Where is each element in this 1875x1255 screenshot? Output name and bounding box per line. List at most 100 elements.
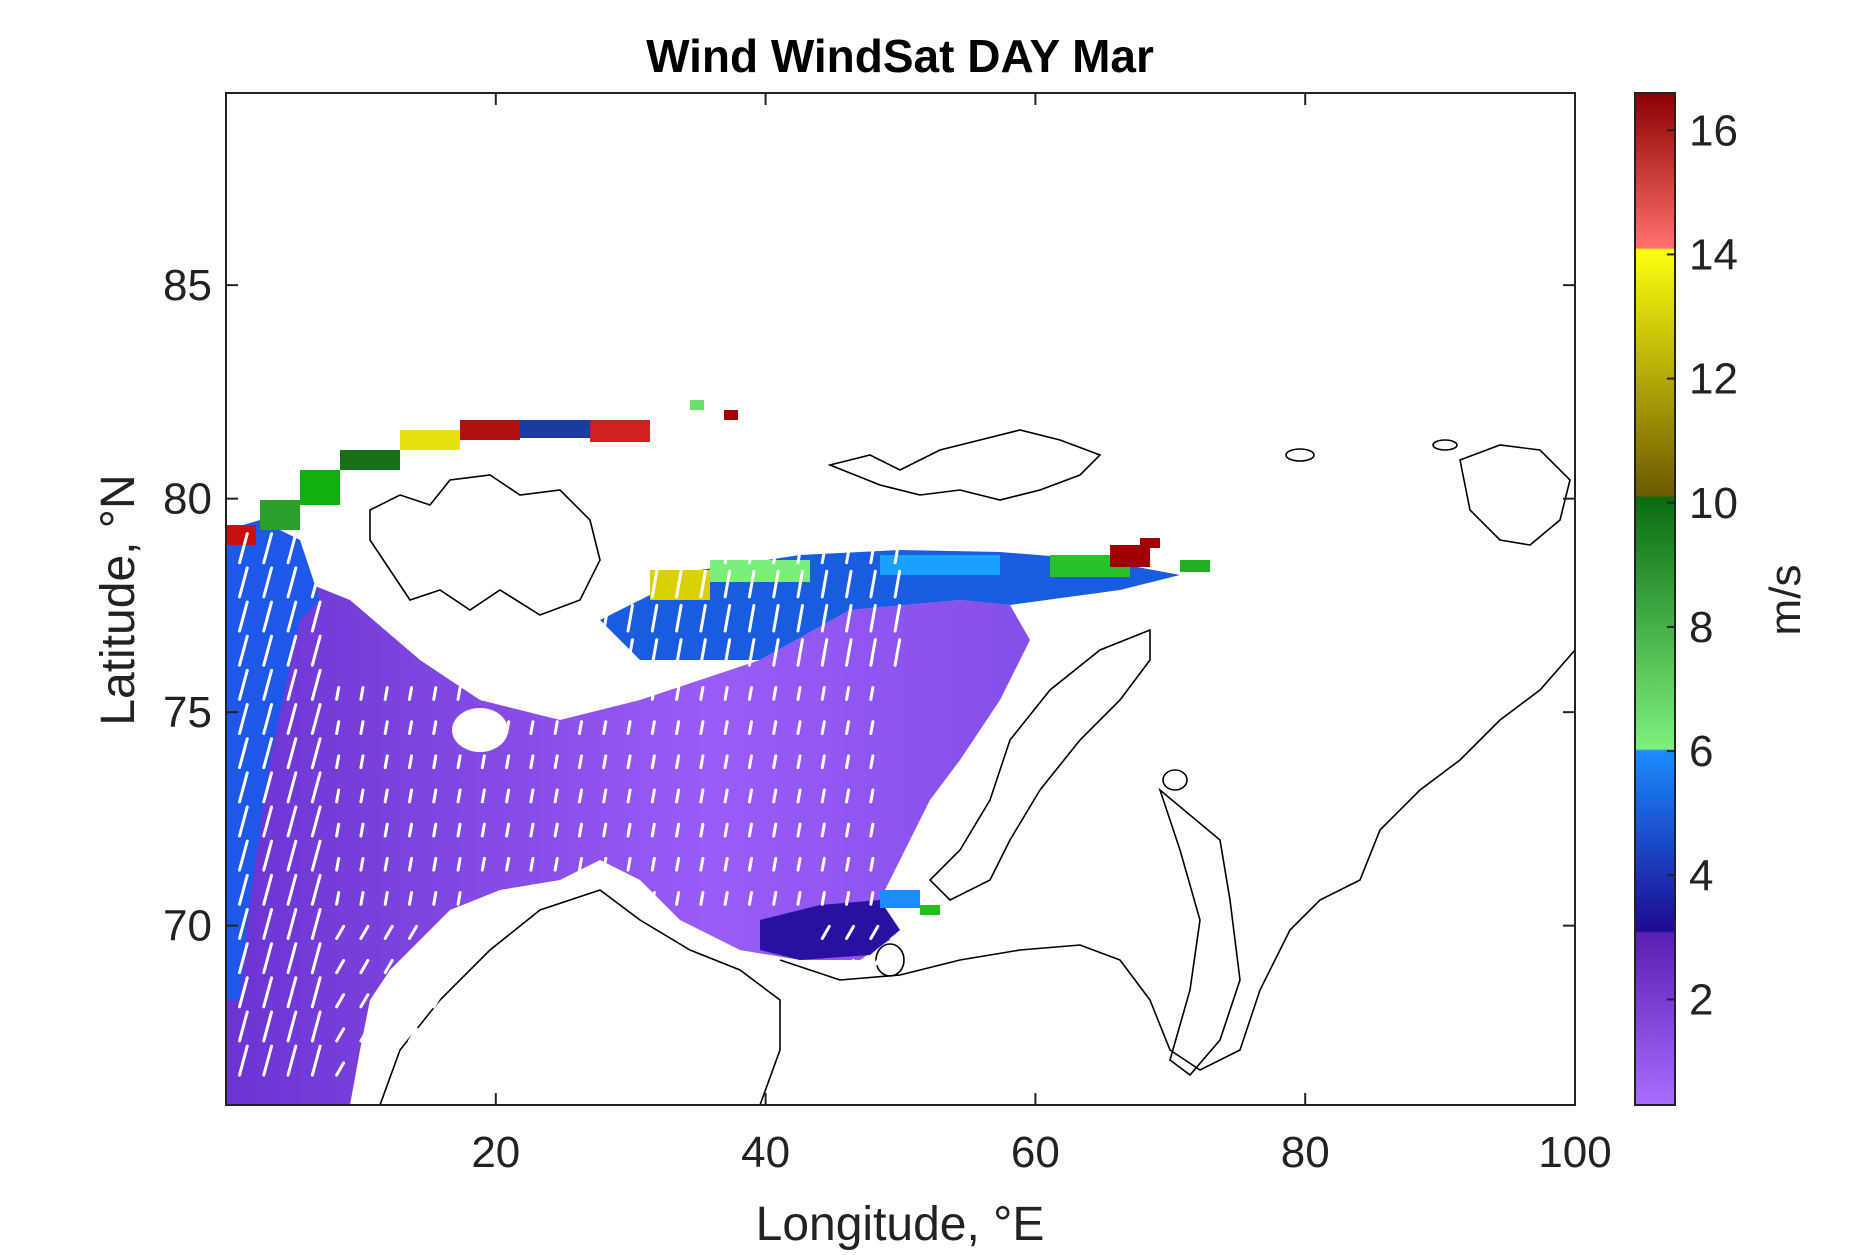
y-tick-label: 75 <box>163 688 212 737</box>
wind-vector <box>772 890 778 906</box>
wind-vector <box>432 1061 443 1077</box>
wind-vector <box>286 737 298 770</box>
wind-vector <box>845 535 853 565</box>
wind-vector <box>869 603 877 633</box>
wind-vector <box>262 1010 274 1043</box>
wind-vector <box>747 638 756 667</box>
wind-vector <box>383 959 394 975</box>
coastline-franz-josef <box>827 429 1102 501</box>
wind-vector <box>286 771 298 804</box>
wind-vector <box>407 686 414 701</box>
wind-vector <box>383 1061 394 1077</box>
wind-vector <box>845 1061 856 1077</box>
wind-vector <box>383 686 389 701</box>
wind-vector <box>237 976 249 1009</box>
wind-vector <box>626 822 632 838</box>
wind-vector <box>335 822 341 838</box>
wind-vector <box>286 703 298 736</box>
wind-vector <box>432 1027 443 1043</box>
wind-vector <box>675 890 681 906</box>
wind-vector <box>845 959 856 975</box>
wind-vector <box>577 822 584 838</box>
wind-vector <box>845 993 856 1009</box>
wind-vector <box>723 686 729 701</box>
wind-vector <box>869 720 875 736</box>
ice-edge-patch <box>460 420 520 440</box>
wind-vector <box>869 1061 880 1077</box>
wind-vector <box>262 942 274 975</box>
wind-vector <box>407 720 414 736</box>
wind-vector <box>310 873 322 906</box>
wind-vector <box>407 754 414 770</box>
wind-vector <box>432 720 438 736</box>
wind-vector <box>747 603 756 633</box>
wind-vector <box>675 603 683 633</box>
wind-vector <box>553 686 559 701</box>
wind-vector <box>480 720 486 736</box>
wind-vector <box>407 822 414 838</box>
wind-vector <box>407 890 414 906</box>
x-tick-label: 40 <box>741 1128 790 1177</box>
colorbar-tick-label: 8 <box>1689 603 1713 652</box>
wind-vector <box>359 924 370 940</box>
wind-vector <box>262 873 274 906</box>
ice-edge-patch <box>590 420 650 442</box>
wind-vector <box>650 788 656 804</box>
wind-vector <box>359 686 365 701</box>
y-tick-label: 70 <box>163 902 212 951</box>
wind-vector <box>286 805 298 838</box>
wind-vector <box>432 993 443 1009</box>
wind-vector <box>723 856 729 872</box>
colorbar-tick-label: 12 <box>1689 355 1738 404</box>
wind-vector <box>237 942 249 975</box>
wind-vector <box>383 720 389 736</box>
wind-vector <box>845 754 851 770</box>
wind-vector <box>262 1044 274 1077</box>
wind-vector <box>699 890 705 906</box>
wind-vector <box>335 993 346 1009</box>
wind-vector <box>796 788 802 804</box>
ice-edge-patch <box>920 905 940 915</box>
wind-vector <box>820 638 829 667</box>
wind-vector <box>262 566 274 599</box>
colorbar <box>1634 92 1676 1106</box>
colorbar-tick-label: 4 <box>1689 851 1713 900</box>
wind-vector <box>432 822 438 838</box>
wind-vector <box>505 822 511 838</box>
wind-vector <box>772 754 778 770</box>
wind-vector <box>505 754 511 770</box>
wind-vector <box>529 822 535 838</box>
wind-vector <box>699 720 705 736</box>
wind-vector <box>553 822 559 838</box>
wind-vector <box>893 603 902 633</box>
wind-vector <box>820 686 826 701</box>
wind-vector <box>796 638 804 667</box>
wind-vector <box>529 686 535 701</box>
wind-vector <box>335 959 346 975</box>
wind-vector <box>286 873 298 906</box>
wind-vector <box>820 890 826 906</box>
coastline-ushakov-island <box>1432 439 1458 451</box>
ice-edge-patch <box>690 400 704 410</box>
wind-vector <box>456 890 462 906</box>
wind-vector <box>359 788 365 804</box>
ice-edge-patch <box>1140 538 1160 548</box>
wind-vector <box>845 638 853 667</box>
ice-edge-patch <box>724 410 738 420</box>
wind-vector <box>699 754 705 770</box>
wind-vector <box>335 890 341 906</box>
wind-vector <box>310 566 322 599</box>
wind-vector <box>262 737 274 770</box>
wind-vector <box>820 569 829 599</box>
wind-vector <box>602 822 608 838</box>
x-tick-label: 100 <box>1538 1128 1611 1177</box>
wind-vector <box>796 720 802 736</box>
wind-vector <box>237 873 249 906</box>
wind-vector <box>626 569 635 599</box>
wind-vector <box>845 822 851 838</box>
wind-vector <box>747 686 753 701</box>
wind-vector <box>577 856 584 872</box>
wind-vector <box>796 535 804 565</box>
